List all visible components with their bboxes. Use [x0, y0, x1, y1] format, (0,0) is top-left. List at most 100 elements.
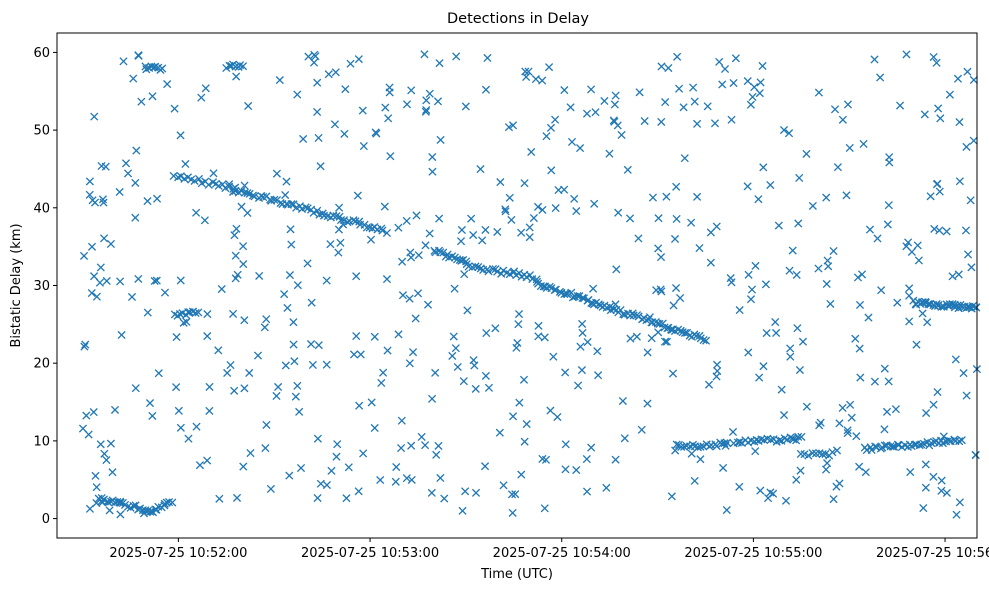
data-point: [540, 504, 549, 513]
data-point: [209, 169, 218, 178]
data-point: [332, 452, 341, 461]
data-point: [205, 382, 214, 391]
data-point: [201, 84, 210, 93]
data-point: [322, 480, 331, 490]
data-point: [377, 224, 386, 233]
data-point: [948, 272, 957, 281]
data-point: [855, 462, 864, 471]
data-point: [788, 246, 797, 255]
data-point: [352, 272, 361, 281]
data-point: [499, 266, 508, 275]
data-point: [657, 117, 666, 126]
data-point: [648, 193, 658, 202]
data-point: [239, 462, 248, 471]
data-point: [591, 108, 600, 117]
data-point: [613, 121, 622, 130]
data-point: [98, 195, 108, 204]
data-point: [92, 483, 101, 492]
data-point: [313, 107, 322, 116]
data-point: [777, 385, 786, 394]
data-point: [306, 340, 316, 349]
data-point: [104, 498, 113, 507]
data-point: [746, 295, 756, 304]
data-point: [829, 495, 838, 504]
data-point: [119, 57, 128, 66]
data-point: [371, 128, 380, 137]
data-point: [384, 114, 393, 123]
data-point: [547, 166, 556, 175]
data-point: [168, 498, 177, 507]
data-point: [493, 227, 502, 236]
data-point: [354, 55, 363, 64]
data-point: [115, 187, 124, 197]
data-point: [255, 271, 264, 280]
data-point: [272, 169, 281, 178]
data-point: [402, 216, 411, 226]
data-point: [929, 52, 938, 62]
data-point: [843, 426, 852, 435]
data-point: [590, 199, 599, 208]
data-point: [309, 58, 319, 67]
data-point: [553, 412, 562, 422]
data-point: [483, 53, 492, 63]
data-point: [296, 463, 306, 473]
data-point: [583, 337, 592, 347]
data-point: [935, 187, 944, 196]
data-point: [432, 450, 441, 459]
data-point: [425, 89, 434, 98]
data-point: [561, 465, 570, 474]
data-point: [794, 432, 803, 441]
data-point: [687, 449, 696, 458]
data-point: [250, 192, 259, 201]
data-point: [105, 506, 114, 515]
data-point: [378, 226, 387, 235]
data-point: [322, 360, 331, 369]
data-point: [852, 432, 861, 441]
data-point: [735, 306, 744, 315]
data-point: [514, 309, 524, 319]
data-point: [226, 360, 235, 370]
data-point: [322, 276, 331, 285]
data-point: [818, 450, 827, 459]
data-point: [823, 459, 832, 468]
data-point: [85, 504, 95, 513]
data-point: [933, 388, 942, 397]
data-point: [134, 51, 143, 60]
data-point: [779, 125, 789, 135]
data-point: [885, 153, 894, 162]
data-point: [690, 97, 699, 106]
data-point: [578, 319, 587, 328]
data-point: [495, 428, 504, 437]
data-point: [912, 340, 921, 349]
data-point: [822, 279, 831, 289]
data-point: [751, 447, 760, 456]
data-point: [229, 309, 238, 318]
data-point: [680, 328, 690, 337]
data-point: [560, 290, 569, 299]
data-point: [231, 274, 240, 283]
data-point: [433, 97, 443, 106]
data-point: [915, 441, 924, 450]
data-point: [176, 276, 185, 285]
data-point: [674, 325, 683, 334]
data-point: [546, 406, 555, 415]
y-tick-label: 0: [42, 512, 50, 527]
data-point: [788, 434, 797, 443]
data-point: [314, 133, 323, 143]
data-point: [386, 152, 395, 161]
y-tick-label: 40: [33, 201, 50, 216]
data-point: [759, 163, 768, 172]
data-point: [398, 257, 407, 266]
data-point: [504, 123, 513, 132]
data-point: [491, 324, 500, 333]
data-point: [838, 403, 847, 412]
data-point: [116, 498, 125, 507]
data-point: [634, 234, 643, 243]
data-point: [174, 406, 183, 415]
data-point: [832, 446, 842, 455]
data-point: [802, 402, 811, 411]
y-tick-label: 20: [33, 357, 50, 372]
y-tick-label: 30: [33, 279, 50, 294]
data-point: [917, 440, 926, 449]
data-point: [154, 369, 163, 378]
